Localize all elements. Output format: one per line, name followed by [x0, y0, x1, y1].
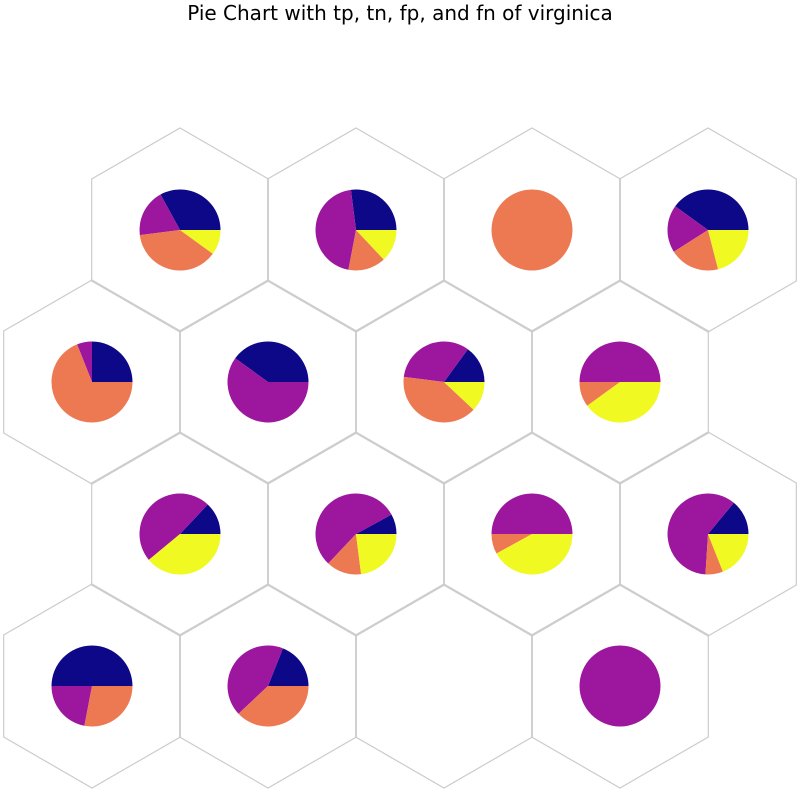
chart-title: Pie Chart with tp, tn, fp, and fn of vir… [187, 1, 613, 25]
pie-slice-tp-2-1 [356, 514, 397, 534]
pie-slice-tp-0-3 [675, 189, 749, 230]
pie-slice-tp-2-0 [180, 504, 221, 534]
pie-slice-fp-0-0 [139, 230, 213, 271]
pie-2-2 [491, 493, 573, 575]
pie-slice-tn-2-3 [667, 493, 734, 575]
pie-slice-fn-1-2 [444, 382, 485, 410]
pie-slice-fp-3-0 [84, 686, 133, 727]
pie-slice-fp-2-1 [328, 534, 362, 575]
pie-2-0 [139, 493, 221, 575]
pie-3-1 [227, 645, 309, 727]
pie-1-1 [227, 341, 309, 423]
pie-slice-fp-0-2 [491, 189, 573, 271]
pie-grid [51, 189, 749, 727]
pie-slice-tn-2-0 [139, 493, 208, 560]
pie-slice-fn-2-0 [148, 534, 221, 575]
pie-0-2 [491, 189, 573, 271]
pie-slice-tn-2-1 [315, 493, 392, 564]
pie-1-2 [403, 341, 485, 423]
pie-0-0 [139, 189, 221, 271]
pie-slice-fn-2-2 [496, 534, 573, 575]
pie-slice-fp-2-3 [705, 534, 723, 575]
pie-slice-tp-1-0 [92, 341, 133, 382]
pie-slice-tp-3-1 [268, 648, 309, 686]
pie-slice-tn-3-1 [227, 645, 283, 714]
pie-slice-fp-0-1 [348, 230, 384, 271]
pie-slice-fp-3-1 [238, 686, 309, 727]
pie-slice-fp-1-3 [579, 382, 620, 406]
hex-cell-3-2 [355, 583, 533, 789]
pie-slice-tn-0-3 [667, 206, 708, 252]
pie-slice-fn-0-3 [708, 230, 749, 270]
pie-slice-fp-2-2 [491, 534, 532, 554]
pie-1-3 [579, 341, 661, 423]
pie-slice-fn-2-1 [356, 534, 397, 575]
pie-slice-tp-1-1 [235, 341, 309, 382]
pie-slice-tp-3-0 [51, 645, 133, 686]
pie-slice-tn-1-3 [579, 341, 661, 382]
pie-slice-tn-2-2 [491, 493, 573, 534]
pie-3-0 [51, 645, 133, 727]
pie-slice-fp-0-3 [673, 230, 719, 271]
pie-slice-fp-1-2 [403, 376, 474, 423]
pie-slice-tn-1-2 [403, 341, 468, 382]
pie-slice-fp-1-0 [51, 344, 133, 423]
pie-slice-tn-1-1 [227, 358, 309, 423]
pie-slice-tp-1-2 [444, 349, 485, 382]
pie-slice-fn-2-3 [708, 534, 749, 572]
hex-grid [3, 127, 797, 789]
pie-slice-fn-0-0 [180, 230, 221, 254]
pie-slice-tn-1-0 [77, 341, 92, 382]
pie-0-3 [667, 189, 749, 271]
pie-slice-tp-0-1 [350, 189, 397, 230]
hex-cell-3-3 [531, 583, 709, 789]
pie-slice-tn-3-3 [579, 645, 661, 727]
pie-1-0 [51, 341, 133, 423]
pie-3-3 [579, 645, 661, 727]
pie-0-1 [315, 189, 397, 271]
pie-slice-tp-0-0 [160, 189, 221, 230]
pie-slice-tn-0-0 [139, 194, 180, 236]
pie-slice-tn-3-0 [51, 686, 92, 726]
pie-2-3 [667, 493, 749, 575]
pie-slice-tp-2-3 [708, 502, 749, 534]
pie-2-1 [315, 493, 397, 575]
pie-slice-fn-0-1 [356, 230, 397, 260]
pie-slice-tn-0-1 [315, 189, 356, 270]
pie-slice-fn-1-3 [587, 382, 661, 423]
